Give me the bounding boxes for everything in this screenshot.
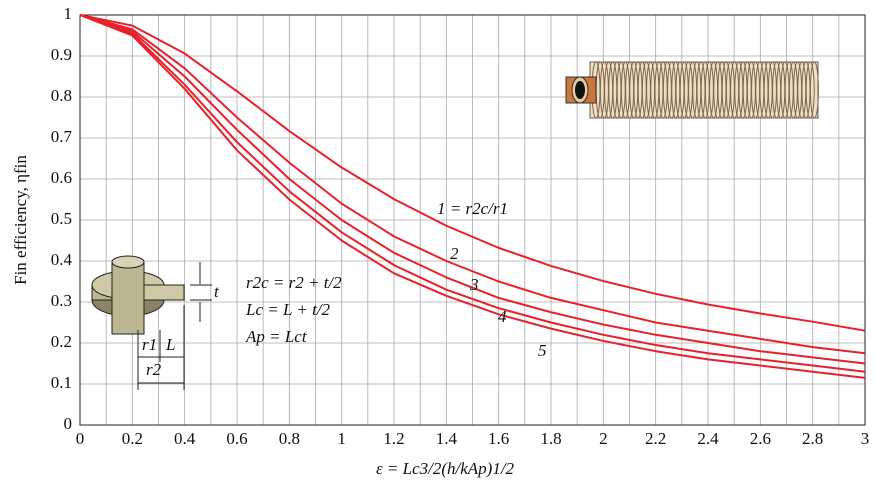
- formula: r2c = r2 + t/2: [246, 273, 342, 292]
- y-tick-label: 0.1: [51, 373, 72, 392]
- x-tick-label: 3: [861, 429, 870, 448]
- fin-cross-section: [91, 255, 212, 390]
- y-tick-label: 1: [64, 4, 73, 23]
- finned-tube-illustration: [565, 61, 819, 119]
- x-tick-label: 1.2: [383, 429, 404, 448]
- curve-label: 2: [450, 244, 459, 263]
- x-tick-label: 2: [599, 429, 608, 448]
- plot-frame: [79, 14, 866, 426]
- x-tick-label: 2.8: [802, 429, 823, 448]
- y-tick-label: 0.3: [51, 291, 72, 310]
- curve-label: 5: [538, 341, 547, 360]
- x-tick-label: 1: [337, 429, 346, 448]
- dimension-label: r1: [142, 335, 157, 354]
- fin-ring: [805, 61, 815, 119]
- x-tick-label: 1.4: [436, 429, 458, 448]
- x-tick-label: 2.2: [645, 429, 666, 448]
- x-tick-label: 1.8: [540, 429, 561, 448]
- x-tick-label: 2.6: [750, 429, 771, 448]
- curve-label: 1 = r2c/r1: [437, 199, 508, 218]
- x-tick-label: 0.4: [174, 429, 196, 448]
- x-tick-label: 0.8: [279, 429, 300, 448]
- formula: Ap = Lct: [245, 327, 308, 346]
- y-tick-label: 0.7: [51, 127, 73, 146]
- formula: Lc = L + t/2: [245, 300, 331, 319]
- x-tick-label: 0.2: [122, 429, 143, 448]
- curve-label: 4: [498, 307, 507, 326]
- y-axis-label: Fin efficiency, ηfin: [11, 155, 30, 285]
- dimension-label: r2: [146, 360, 162, 379]
- fin-ring: [809, 61, 819, 119]
- x-tick-label: 1.6: [488, 429, 509, 448]
- x-axis-label: ε = Lc3/2(h/kAp)1/2: [376, 459, 515, 478]
- x-tick-label: 0: [76, 429, 85, 448]
- y-tick-label: 0.8: [51, 86, 72, 105]
- y-tick-label: 0: [64, 414, 73, 433]
- y-tick-label: 0.5: [51, 209, 72, 228]
- dimension-label: L: [165, 335, 175, 354]
- dimension-label: t: [214, 282, 220, 301]
- x-tick-label: 0.6: [226, 429, 247, 448]
- x-tick-label: 2.4: [697, 429, 719, 448]
- y-tick-label: 0.4: [51, 250, 73, 269]
- curve-label: 3: [469, 275, 479, 294]
- y-tick-label: 0.9: [51, 45, 72, 64]
- y-tick-label: 0.2: [51, 332, 72, 351]
- curve: [79, 14, 866, 355]
- curve: [79, 14, 866, 379]
- y-tick-label: 0.6: [51, 168, 72, 187]
- curve: [79, 14, 866, 332]
- curve: [79, 14, 866, 365]
- curve: [79, 14, 866, 373]
